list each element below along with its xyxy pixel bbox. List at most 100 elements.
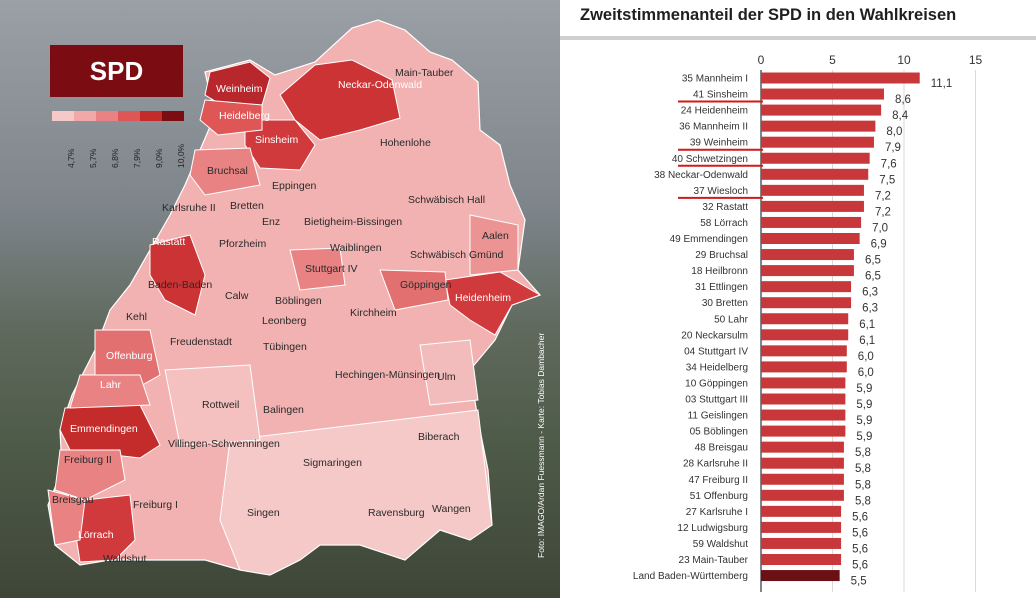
district-rottweil <box>164 364 261 446</box>
legend-tick-label: 7,9% <box>132 148 142 168</box>
value-label: 5,6 <box>852 527 868 539</box>
region-label: Waldshut <box>103 553 146 565</box>
region-label: Rastatt <box>152 236 185 248</box>
value-label: 6,1 <box>859 319 875 331</box>
bar <box>761 313 849 325</box>
bar <box>761 168 869 180</box>
value-label: 5,6 <box>852 543 868 555</box>
legend-swatch <box>118 111 140 121</box>
category-label: 40 Schwetzingen <box>672 154 748 165</box>
value-label: 6,3 <box>862 303 878 315</box>
category-label: Land Baden-Württemberg <box>633 571 748 582</box>
bar <box>761 393 846 405</box>
bar <box>761 473 844 485</box>
region-label: Bretten <box>230 200 264 212</box>
region-label: Ravensburg <box>368 507 425 519</box>
bar <box>761 152 870 164</box>
region-label: Böblingen <box>275 295 322 307</box>
bar <box>761 521 842 533</box>
category-label: 10 Göppingen <box>685 378 748 389</box>
category-label: 28 Karlsruhe II <box>683 459 748 470</box>
x-tick-label: 0 <box>758 53 765 67</box>
region-label: Göppingen <box>400 279 452 291</box>
category-label: 29 Bruchsal <box>695 250 748 261</box>
region-label: Stuttgart IV <box>305 263 358 275</box>
bar <box>761 200 864 212</box>
bar <box>761 136 874 148</box>
value-label: 6,5 <box>865 271 881 283</box>
category-label: 27 Karlsruhe I <box>686 507 748 518</box>
photo-credit-text: Foto: IMAGO/Ardan Fuessmann - Karte: Tob… <box>536 332 546 558</box>
category-label: 23 Main-Tauber <box>679 555 749 566</box>
value-label: 5,8 <box>855 479 871 491</box>
district-south-east <box>219 409 493 576</box>
region-label: Emmendingen <box>70 423 138 435</box>
value-label: 5,9 <box>856 431 872 443</box>
bar <box>761 377 846 389</box>
category-label: 03 Stuttgart III <box>685 395 748 406</box>
region-label: Kehl <box>126 311 147 323</box>
bar <box>761 537 842 549</box>
region-label: Kirchheim <box>350 307 397 319</box>
category-label: 24 Heidenheim <box>681 106 748 117</box>
value-label: 6,9 <box>871 239 887 251</box>
value-label: 5,9 <box>856 415 872 427</box>
region-label: Sigmaringen <box>303 457 362 469</box>
value-label: 5,8 <box>855 463 871 475</box>
value-label: 8,6 <box>895 94 911 106</box>
category-label: 39 Weinheim <box>690 138 748 149</box>
category-label: 47 Freiburg II <box>689 475 748 486</box>
category-label: 38 Neckar-Odenwald <box>654 170 748 181</box>
bar <box>761 409 846 421</box>
value-label: 7,2 <box>875 190 891 202</box>
value-label: 7,0 <box>872 222 888 234</box>
value-label: 5,6 <box>852 511 868 523</box>
region-label: Pforzheim <box>219 238 267 250</box>
region-label: Hechingen-Münsingen <box>335 369 440 381</box>
region-label: Eppingen <box>272 180 317 192</box>
bar <box>761 554 842 565</box>
region-label: Karlsruhe II <box>162 202 216 214</box>
value-label: 7,6 <box>881 158 897 170</box>
legend-tick-label: 6,8% <box>110 148 120 168</box>
bar <box>761 489 844 501</box>
bar <box>761 297 852 309</box>
legend-tick-label: 9,0% <box>154 148 164 168</box>
value-label: 8,0 <box>886 126 902 138</box>
bar <box>761 345 847 357</box>
map-panel: Main-Tauber Weinheim Neckar-Odenwald Heidel… <box>0 0 560 598</box>
bar <box>761 104 882 116</box>
region-label: Offenburg <box>106 350 153 362</box>
value-label: 6,3 <box>862 287 878 299</box>
region-label: Ulm <box>437 371 456 383</box>
district-sinsheim <box>244 119 316 171</box>
value-label: 7,2 <box>875 206 891 218</box>
category-label: 59 Waldshut <box>693 539 748 550</box>
photo-credit: Foto: IMAGO/Ardan Fuessmann - Karte: Tob… <box>536 300 550 560</box>
region-label: Villingen-Schwenningen <box>168 438 280 450</box>
region-label: Balingen <box>263 404 304 416</box>
category-label: 30 Bretten <box>702 298 748 309</box>
bar <box>761 120 876 132</box>
region-label: Weinheim <box>216 83 263 95</box>
district-heidenheim <box>444 271 542 336</box>
district-freiburg-ii <box>54 449 126 501</box>
region-label: Main-Tauber <box>395 67 454 79</box>
value-label: 5,8 <box>855 495 871 507</box>
bar <box>761 249 854 261</box>
chart-panel: Zweitstimmenanteil der SPD in den Wahlkr… <box>560 0 1036 598</box>
value-label: 5,6 <box>852 560 868 572</box>
value-label: 11,1 <box>931 78 953 90</box>
region-label: Calw <box>225 290 249 302</box>
value-label: 5,8 <box>855 447 871 459</box>
value-label: 8,4 <box>892 110 909 122</box>
value-label: 7,5 <box>879 174 895 186</box>
legend-tick-label: 5,7% <box>88 148 98 168</box>
district-aalen <box>469 214 519 276</box>
title-divider <box>560 36 1036 40</box>
district-ulm <box>419 339 479 406</box>
region-label: Bietigheim-Bissingen <box>304 216 402 228</box>
x-tick-label: 15 <box>969 53 983 67</box>
legend-tick-label: 10,0% <box>176 143 186 168</box>
region-label: Freudenstadt <box>170 336 232 348</box>
